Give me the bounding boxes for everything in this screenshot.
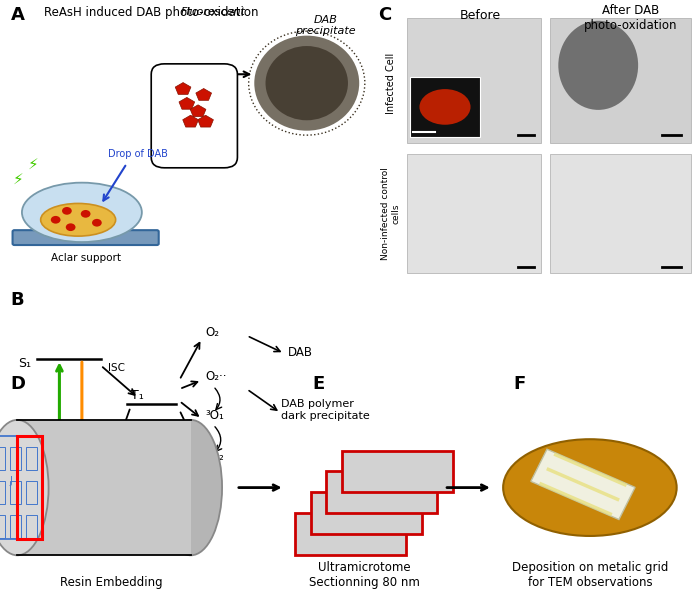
Text: ³O₁: ³O₁	[205, 409, 224, 422]
Text: S₁: S₁	[18, 358, 31, 370]
FancyBboxPatch shape	[151, 64, 237, 168]
Text: Ex max
595 nm: Ex max 595 nm	[10, 438, 48, 459]
Circle shape	[92, 219, 102, 227]
Bar	[26, 481, 37, 504]
Bar	[326, 472, 437, 513]
Text: D: D	[10, 375, 26, 393]
Text: Before: Before	[459, 9, 500, 22]
Bar	[550, 18, 691, 143]
Text: Fluorescent: Fluorescent	[180, 7, 246, 17]
Text: J: J	[10, 476, 12, 486]
Bar	[26, 515, 37, 538]
Text: Em max
607nm: Em max 607nm	[76, 438, 117, 459]
Text: ⚡: ⚡	[28, 157, 39, 172]
Text: E: E	[312, 375, 325, 393]
Bar	[17, 420, 191, 555]
Ellipse shape	[22, 183, 142, 242]
Text: ISC: ISC	[108, 364, 125, 373]
Text: O₂: O₂	[205, 326, 219, 339]
Text: B: B	[10, 291, 24, 309]
Bar	[0, 447, 5, 470]
Text: A: A	[10, 6, 24, 24]
Ellipse shape	[419, 89, 471, 125]
Text: DAB: DAB	[288, 346, 313, 359]
Bar	[310, 492, 421, 535]
Text: After DAB
photo-oxidation: After DAB photo-oxidation	[584, 4, 677, 33]
Bar	[0, 481, 5, 504]
Bar	[410, 77, 480, 137]
FancyBboxPatch shape	[12, 230, 159, 245]
Bar	[341, 450, 452, 492]
Bar	[10, 481, 21, 504]
Text: Non-infected control
cells: Non-infected control cells	[381, 168, 400, 260]
Text: S₀: S₀	[18, 521, 31, 533]
Bar	[295, 513, 406, 555]
Text: Deposition on metalic grid
for TEM observations: Deposition on metalic grid for TEM obser…	[511, 561, 668, 589]
Text: Resin Embedding: Resin Embedding	[60, 576, 162, 589]
Text: O₂··: O₂··	[205, 370, 227, 383]
Bar	[10, 447, 21, 470]
Circle shape	[66, 223, 76, 231]
Text: T₁: T₁	[130, 390, 144, 403]
Text: DAB polymer
dark precipitate: DAB polymer dark precipitate	[280, 399, 369, 421]
Ellipse shape	[503, 439, 677, 536]
Text: Infected Cell: Infected Cell	[386, 52, 396, 114]
Bar	[17, 436, 42, 539]
Text: F: F	[514, 375, 526, 393]
Ellipse shape	[0, 420, 49, 555]
Bar	[550, 154, 691, 273]
Circle shape	[81, 210, 90, 218]
Circle shape	[51, 216, 60, 224]
Bar	[407, 154, 541, 273]
Text: Drop of DAB: Drop of DAB	[108, 150, 168, 159]
Ellipse shape	[266, 46, 348, 120]
Ellipse shape	[559, 21, 638, 110]
Text: Ultramicrotome
Sectionning 80 nm: Ultramicrotome Sectionning 80 nm	[309, 561, 420, 589]
Text: C: C	[378, 6, 391, 24]
Bar	[0, 436, 42, 539]
Text: ReAsH induced DAB photo-oxidation: ReAsH induced DAB photo-oxidation	[44, 6, 259, 19]
Polygon shape	[531, 449, 635, 520]
Ellipse shape	[41, 203, 116, 236]
Text: ³O₂: ³O₂	[205, 450, 224, 463]
Ellipse shape	[254, 36, 359, 131]
Text: Aclar support: Aclar support	[51, 254, 121, 263]
Bar	[26, 447, 37, 470]
Text: DAB
precipitate: DAB precipitate	[295, 15, 356, 36]
Bar	[10, 515, 21, 538]
Circle shape	[62, 207, 71, 215]
Text: ⚡: ⚡	[12, 172, 24, 187]
Ellipse shape	[160, 420, 222, 555]
Bar	[407, 18, 541, 143]
Bar	[0, 515, 5, 538]
